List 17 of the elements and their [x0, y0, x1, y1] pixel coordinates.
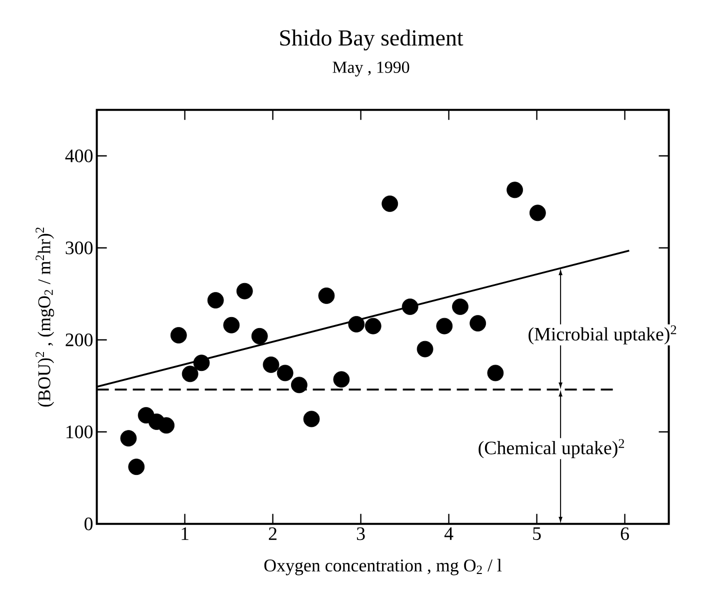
x-tick-label: 2	[268, 527, 276, 540]
chart-title: Shido Bay sediment	[280, 30, 464, 50]
chart-subtitle: May , 1990	[332, 62, 410, 76]
x-tick-label: 6	[620, 527, 629, 540]
x-axis-title: Oxygen concentration , mg O$_{2}$ / l	[264, 558, 502, 576]
annotation: (Chemical uptake)$^{2}$	[478, 439, 624, 458]
y-tick-label: 100	[66, 425, 93, 438]
x-tick-label: 4	[444, 527, 454, 540]
y-tick-label: 400	[65, 149, 93, 162]
y-axis-title: (BOU)$^{2}$ , (mgO$_{2}$ / m$^{2}$hr)$^{2}$	[36, 228, 54, 407]
y-tick-label: 300	[66, 241, 93, 254]
x-tick-label: 5	[533, 527, 541, 540]
x-tick-label: 3	[356, 527, 365, 540]
x-tick-label: 1	[182, 527, 188, 540]
y-tick-label: 200	[66, 333, 93, 346]
annotation: (Microbial uptake)$^{2}$	[528, 325, 676, 344]
y-tick-label: 0	[84, 517, 93, 530]
